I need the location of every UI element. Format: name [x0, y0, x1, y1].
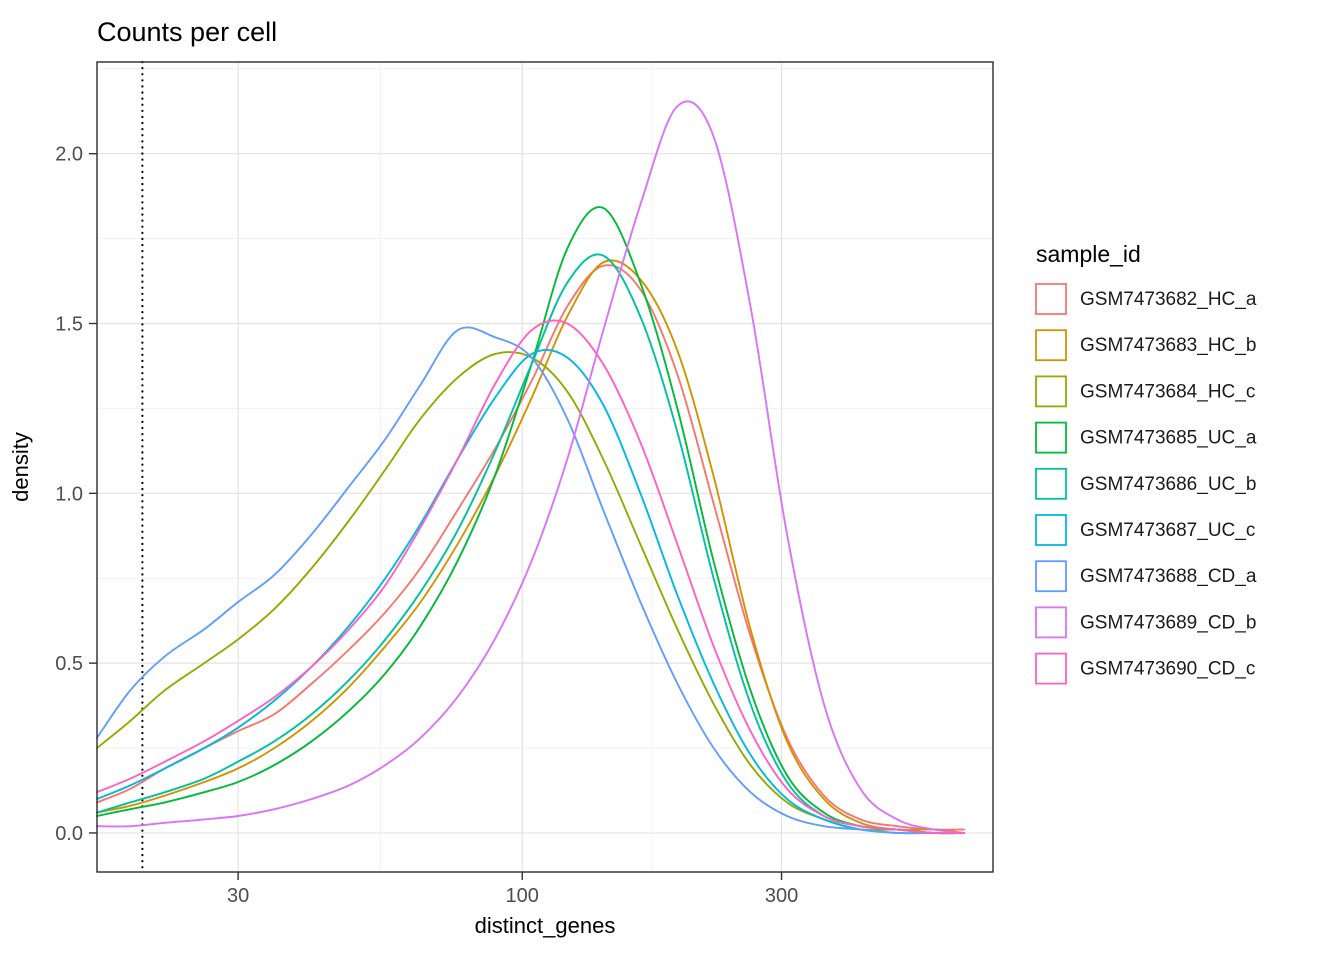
legend-item: GSM7473688_CD_a: [1035, 560, 1257, 593]
axes: 30 100 300 0.0 0.5 1.0 1.5 2.0: [55, 61, 994, 907]
x-tick-label: 100: [506, 885, 539, 907]
x-tick-label: 30: [227, 885, 249, 907]
legend-item: GSM7473683_HC_b: [1035, 329, 1256, 362]
legend: sample_id GSM7473682_HC_a GSM7473683_HC_b…: [1035, 241, 1257, 685]
y-tick-label: 1.0: [55, 483, 83, 505]
legend-key-GSM7473688_CD_a: [1035, 560, 1067, 593]
legend-item: GSM7473689_CD_b: [1035, 606, 1256, 639]
plot-panel: [97, 60, 993, 874]
legend-item: GSM7473690_CD_c: [1035, 652, 1255, 685]
legend-key-GSM7473682_HC_a: [1035, 283, 1067, 315]
legend-label-GSM7473685_UC_a: GSM7473685_UC_a: [1080, 428, 1257, 449]
legend-key-GSM7473685_UC_a: [1035, 421, 1067, 454]
plot-title: Counts per cell: [97, 17, 277, 47]
density-curve-GSM7473688_CD_a: [96, 326, 965, 835]
legend-key-GSM7473686_UC_b: [1035, 467, 1067, 500]
legend-label-GSM7473684_HC_c: GSM7473684_HC_c: [1080, 381, 1255, 402]
density-curve-GSM7473683_HC_b: [96, 259, 965, 834]
legend-item: GSM7473687_UC_c: [1035, 514, 1255, 546]
legend-label-GSM7473689_CD_b: GSM7473689_CD_b: [1080, 612, 1256, 633]
y-axis-title: density: [8, 432, 33, 502]
legend-label-GSM7473683_HC_b: GSM7473683_HC_b: [1080, 335, 1256, 356]
density-curve-GSM7473687_UC_c: [96, 348, 965, 835]
legend-item: GSM7473685_UC_a: [1035, 421, 1257, 454]
legend-label-GSM7473688_CD_a: GSM7473688_CD_a: [1080, 566, 1257, 587]
y-tick-label: 0.5: [55, 653, 83, 675]
legend-item: GSM7473684_HC_c: [1035, 375, 1255, 408]
density-curve-GSM7473689_CD_b: [96, 100, 965, 834]
legend-key-GSM7473690_CD_c: [1035, 652, 1067, 685]
legend-item: GSM7473682_HC_a: [1035, 283, 1257, 315]
density-curve-GSM7473690_CD_c: [96, 319, 965, 835]
density-curve-GSM7473686_UC_b: [96, 253, 965, 835]
density-curve-GSM7473682_HC_a: [96, 264, 965, 831]
panel-background: [97, 62, 993, 872]
legend-label-GSM7473690_CD_c: GSM7473690_CD_c: [1080, 659, 1255, 680]
density-curves: [96, 100, 965, 835]
legend-label-GSM7473686_UC_b: GSM7473686_UC_b: [1080, 474, 1256, 495]
legend-key-GSM7473689_CD_b: [1035, 606, 1067, 639]
legend-key-GSM7473687_UC_c: [1035, 514, 1067, 546]
legend-label-GSM7473682_HC_a: GSM7473682_HC_a: [1080, 289, 1257, 310]
legend-key-GSM7473683_HC_b: [1035, 329, 1067, 362]
legend-items: GSM7473682_HC_a GSM7473683_HC_b GSM7473684…: [1035, 283, 1257, 685]
legend-title: sample_id: [1036, 241, 1141, 267]
y-tick-label: 0.0: [55, 823, 83, 845]
legend-key-GSM7473684_HC_c: [1035, 375, 1067, 408]
y-tick-label: 2.0: [55, 144, 83, 166]
panel-border: [96, 61, 994, 873]
x-axis-title: distinct_genes: [475, 913, 616, 938]
legend-label-GSM7473687_UC_c: GSM7473687_UC_c: [1080, 520, 1255, 541]
x-tick-label: 300: [765, 885, 798, 907]
legend-item: GSM7473686_UC_b: [1035, 467, 1256, 500]
y-tick-label: 1.5: [55, 314, 83, 336]
density-curve-GSM7473685_UC_a: [96, 206, 965, 835]
